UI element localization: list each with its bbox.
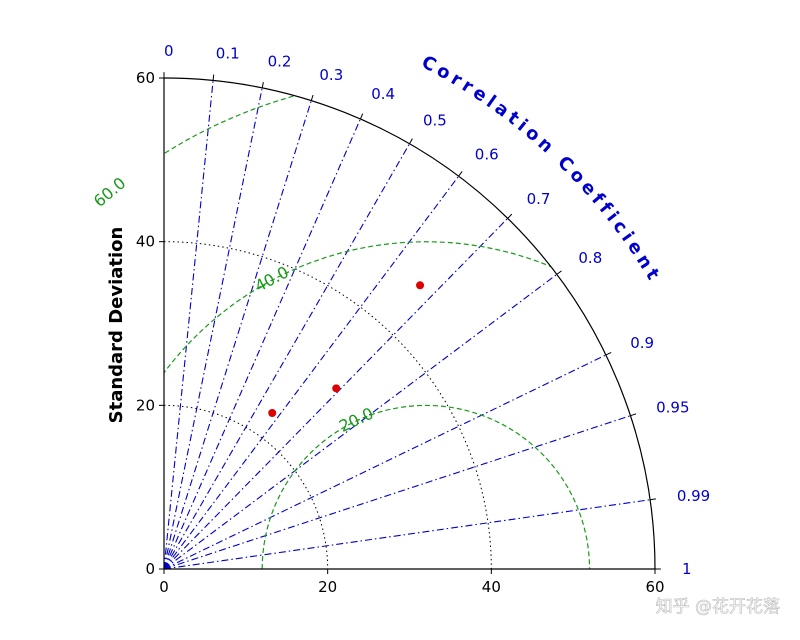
axes xyxy=(159,72,661,574)
rms-contour-label: 40.0 xyxy=(252,262,292,296)
correlation-line xyxy=(163,175,460,570)
watermark: 知乎 @花开花落 xyxy=(656,597,780,617)
correlation-tick-label: 0.7 xyxy=(527,190,551,208)
correlation-tick-label: 0.4 xyxy=(371,85,395,103)
correlation-tick-mark xyxy=(359,113,364,120)
correlation-tick-labels: 0 0.1 0.2 0.3 0.4 0.5 0.6 0.7 0.8 0.9 0.95 0.99 1 xyxy=(164,42,710,578)
outer-arc xyxy=(163,77,656,570)
correlation-tick-mark xyxy=(261,82,264,89)
correlation-tick-label: 0.9 xyxy=(630,334,654,352)
correlation-line xyxy=(163,118,361,570)
correlation-tick-mark xyxy=(630,413,637,417)
correlation-tick-label: 0.99 xyxy=(677,487,710,505)
correlation-tick-label: 0.6 xyxy=(475,146,499,164)
std-contours xyxy=(163,241,492,570)
y-tick-label: 60 xyxy=(136,69,155,87)
correlation-line xyxy=(163,354,607,570)
rms-contour xyxy=(164,241,655,569)
correlation-line xyxy=(163,100,312,570)
correlation-tick-mark xyxy=(507,213,513,219)
data-point xyxy=(416,281,425,290)
correlation-tick-label: 0.1 xyxy=(216,45,240,63)
data-points xyxy=(268,281,425,418)
y-tick-label: 20 xyxy=(136,396,155,414)
correlation-line xyxy=(163,499,651,570)
rms-contour-label: 60.0 xyxy=(90,173,130,210)
x-tick-label: 0 xyxy=(159,578,169,596)
correlation-tick-label: 0.8 xyxy=(578,249,602,267)
rms-contour xyxy=(261,405,591,569)
y-tick-label: 40 xyxy=(136,233,155,251)
correlation-line xyxy=(163,80,214,570)
correlation-title: Correlation Coefficient xyxy=(418,52,665,287)
correlation-line xyxy=(163,415,631,570)
correlation-tick-label: 0.5 xyxy=(423,111,447,129)
std-tick-labels: 00 20 20 40 40 60 60 xyxy=(136,69,665,596)
std-contour xyxy=(163,404,329,570)
correlation-tick-label: 0 xyxy=(164,42,174,60)
x-tick-label: 60 xyxy=(645,578,664,596)
correlation-tick-mark xyxy=(605,351,612,356)
correlation-tick-label: 1 xyxy=(682,560,692,578)
correlation-tick-label: 0.2 xyxy=(268,52,292,70)
correlation-line xyxy=(163,143,410,570)
rms-contours xyxy=(164,78,655,569)
correlation-tick-mark xyxy=(650,498,656,501)
x-tick-label: 20 xyxy=(318,578,337,596)
correlation-tick-label: 0.3 xyxy=(319,66,343,84)
std-contour xyxy=(163,241,492,570)
correlation-tick-mark xyxy=(409,138,413,145)
data-point xyxy=(268,409,277,418)
correlation-tick-mark xyxy=(212,74,215,81)
correlation-line xyxy=(163,273,558,570)
correlation-line xyxy=(163,217,509,570)
correlation-lines xyxy=(163,80,651,570)
correlation-tick-mark xyxy=(310,94,314,101)
rms-contour-label: 20.0 xyxy=(336,404,376,436)
correlation-tick-label: 0.95 xyxy=(656,398,689,416)
data-point xyxy=(332,384,341,393)
y-tick-label: 0 xyxy=(145,560,155,578)
y-axis-label: Standard Deviation xyxy=(106,227,127,424)
x-tick-label: 40 xyxy=(482,578,501,596)
correlation-tick-mark xyxy=(458,171,463,177)
correlation-line xyxy=(163,87,263,570)
correlation-tick-mark xyxy=(556,270,562,275)
correlation-title-path: Correlation Coefficient xyxy=(418,52,661,287)
